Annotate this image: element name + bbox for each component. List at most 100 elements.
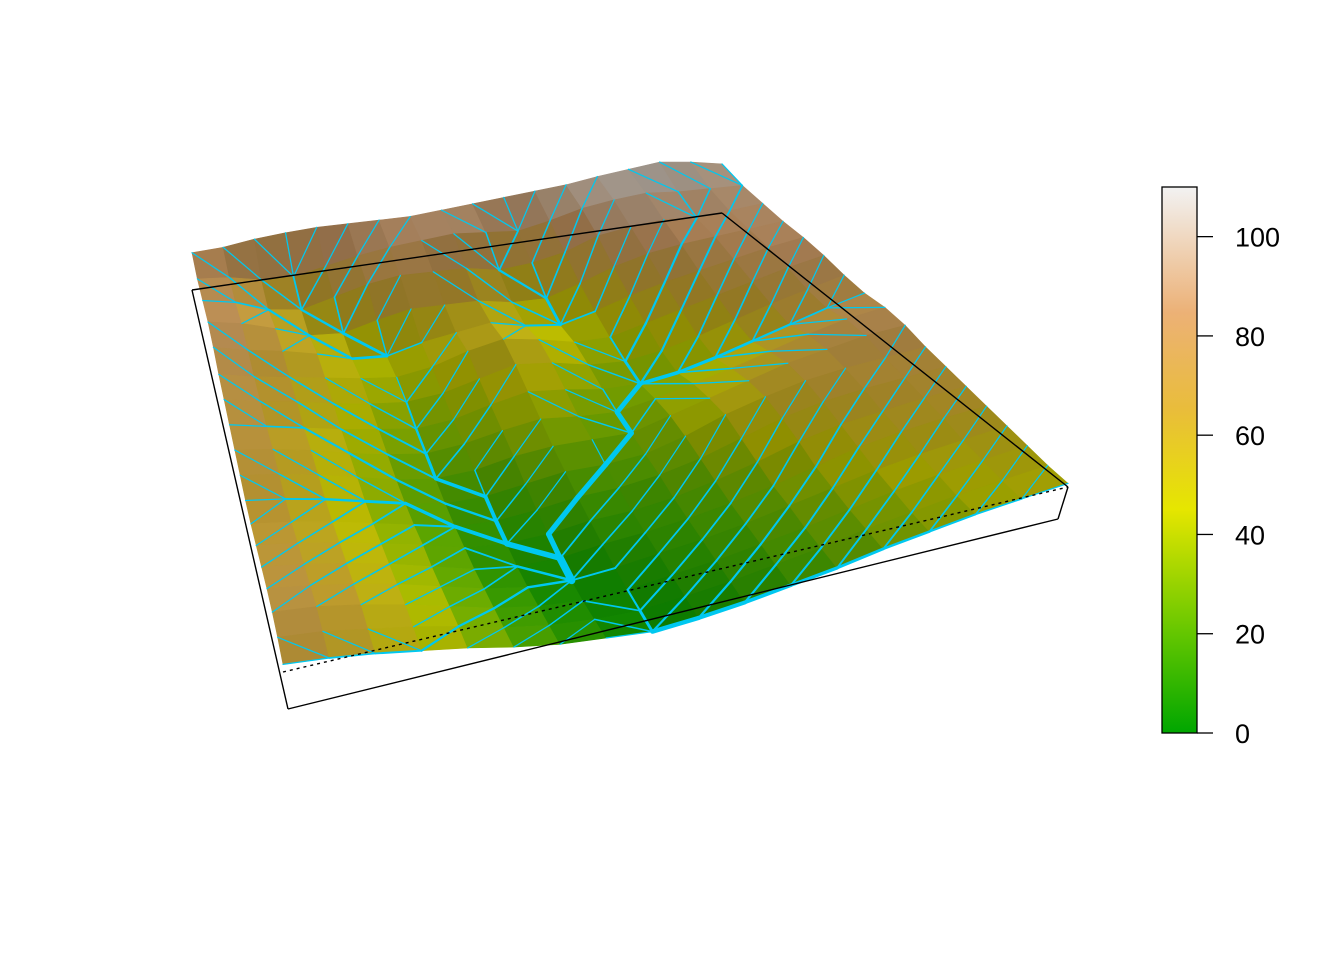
flow-segment: [388, 544, 425, 565]
flow-segment: [740, 396, 767, 439]
flow-segment: [974, 497, 1023, 516]
flow-segment: [644, 415, 672, 455]
flow-segment: [787, 236, 805, 269]
flow-segment: [503, 196, 519, 232]
flow-segment: [421, 239, 467, 269]
flow-segment: [412, 605, 451, 628]
flow-segment: [698, 235, 717, 272]
flow-segment: [228, 424, 268, 427]
flow-segment: [715, 522, 747, 562]
flow-segment: [624, 322, 647, 363]
flow-segment: [545, 531, 563, 561]
flow-segment: [431, 332, 457, 368]
flow-segment: [549, 184, 567, 222]
flow-segment: [511, 301, 562, 326]
flow-segment: [743, 563, 777, 604]
flow-segment: [714, 350, 771, 359]
flow-segment: [463, 404, 492, 445]
flow-segment: [714, 319, 736, 359]
flow-segment: [255, 521, 293, 547]
flow-segment: [348, 452, 398, 481]
flow-segment: [770, 266, 789, 305]
flow-segment: [340, 428, 389, 456]
flow-segment: [713, 339, 754, 360]
flow-segment: [774, 526, 807, 566]
flow-segment: [956, 459, 984, 497]
flow-segment: [278, 473, 327, 500]
flow-segment: [696, 187, 712, 219]
flow-segment: [452, 378, 481, 421]
flow-segment: [651, 595, 687, 633]
flow-segment: [503, 605, 540, 629]
flow-segment: [300, 308, 345, 335]
flow-segment: [663, 243, 683, 284]
surface-cell: [316, 604, 369, 632]
flow-segment: [751, 333, 810, 342]
flow-segment: [644, 281, 666, 325]
flow-segment: [614, 409, 634, 436]
flow-segment: [591, 439, 607, 466]
flow-segment: [207, 321, 249, 351]
flow-segment: [228, 276, 270, 311]
box-edge-corner: [1057, 486, 1069, 520]
flow-segment: [660, 308, 683, 352]
flow-segment: [748, 202, 764, 230]
flow-segment: [644, 496, 675, 534]
flow-segment: [421, 304, 446, 344]
flow-segment: [372, 502, 407, 525]
flow-segment: [822, 367, 847, 403]
flow-segment: [380, 524, 416, 545]
flow-segment: [396, 565, 433, 586]
flow-segment: [474, 430, 504, 471]
flow-segment: [490, 363, 517, 406]
flow-segment: [483, 565, 519, 590]
flow-segment: [425, 418, 455, 455]
flow-segment: [928, 494, 958, 533]
flow-segment: [570, 567, 617, 582]
flow-segment: [247, 349, 291, 379]
flow-segment: [548, 600, 584, 627]
flow-segment: [772, 440, 801, 487]
flow-segment: [527, 391, 580, 418]
flow-segment: [292, 226, 318, 278]
flow-segment: [768, 220, 784, 248]
flow-segment: [733, 280, 754, 321]
flow-segment: [477, 300, 527, 327]
flow-segment: [386, 453, 437, 480]
flow-segment: [943, 385, 967, 419]
flow-segment: [495, 483, 527, 522]
flow-segment: [389, 215, 411, 248]
flow-segment: [910, 474, 940, 514]
flow-segment: [471, 203, 519, 232]
flow-segment: [882, 511, 913, 550]
bounding-box: [191, 212, 1069, 710]
flow-segment: [826, 306, 886, 309]
flow-segment: [271, 584, 312, 613]
flow-segment: [289, 376, 335, 405]
flow-segment: [597, 199, 615, 237]
flow-segment: [613, 226, 632, 268]
flow-segment: [222, 246, 263, 281]
flow-segment: [498, 269, 548, 300]
flow-segment: [440, 209, 487, 234]
flow-segment: [1021, 464, 1049, 500]
box-edge-left: [191, 289, 289, 710]
flow-segment: [333, 255, 359, 298]
flow-segment: [296, 400, 343, 431]
flow-segment: [253, 376, 298, 403]
flow-segment: [564, 207, 583, 253]
flow-segment: [579, 235, 599, 285]
flow-segment: [631, 474, 661, 512]
flow-segment: [863, 356, 887, 390]
flow-segment: [308, 334, 354, 360]
flow-segment: [875, 431, 903, 472]
surface-cell: [360, 604, 414, 630]
surface-layer: [191, 161, 1069, 665]
flow-segment: [728, 184, 744, 212]
flow-segment: [893, 453, 921, 493]
colorbar-tick-label: 60: [1235, 421, 1265, 451]
flow-segment: [882, 530, 931, 551]
flow-segment: [357, 219, 380, 257]
flow-segment: [721, 163, 743, 187]
flow-segment: [498, 230, 519, 272]
